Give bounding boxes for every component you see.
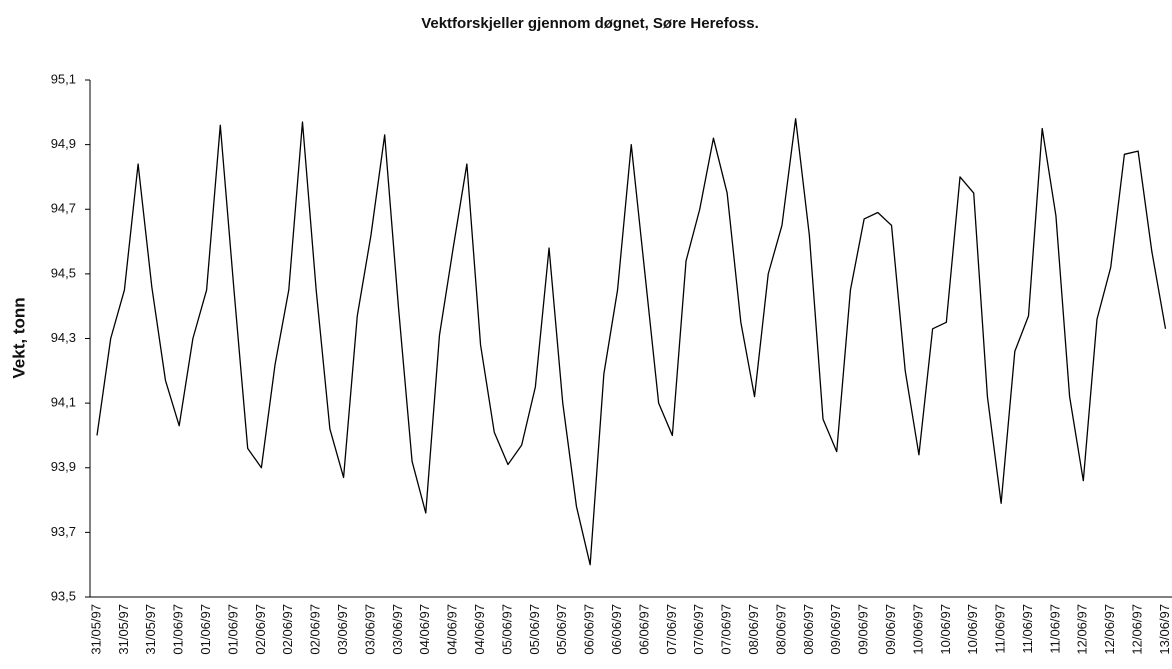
x-tick-label: 31/05/97 xyxy=(143,604,158,655)
x-tick-label: 03/06/97 xyxy=(362,604,377,655)
x-tick-label: 07/06/97 xyxy=(691,604,706,655)
x-tick-label: 09/06/97 xyxy=(856,604,871,655)
y-tick-label: 94,3 xyxy=(51,330,76,345)
x-tick-label: 02/06/97 xyxy=(308,604,323,655)
x-tick-label: 09/06/97 xyxy=(883,604,898,655)
x-tick-label: 11/06/97 xyxy=(1020,604,1035,654)
x-tick-label: 03/06/97 xyxy=(390,604,405,655)
x-tick-label: 06/06/97 xyxy=(636,604,651,655)
x-tick-label: 06/06/97 xyxy=(582,604,597,655)
x-tick-label: 31/05/97 xyxy=(88,604,103,655)
x-tick-label: 11/06/97 xyxy=(993,604,1008,654)
x-tick-label: 06/06/97 xyxy=(609,604,624,655)
data-line xyxy=(96,118,1167,566)
x-tick-label: 05/06/97 xyxy=(499,604,514,655)
x-tick-label: 09/06/97 xyxy=(828,604,843,655)
x-tick-label: 31/05/97 xyxy=(116,604,131,655)
y-tick-label: 93,7 xyxy=(51,524,76,539)
y-axis-label: Vekt, tonn xyxy=(9,297,28,378)
x-tick-label: 04/06/97 xyxy=(417,604,432,655)
x-tick-label: 02/06/97 xyxy=(280,604,295,655)
chart-title: Vektforskjeller gjennom døgnet, Søre Her… xyxy=(421,15,759,32)
x-tick-label: 12/06/97 xyxy=(1075,604,1090,655)
x-tick-label: 01/06/97 xyxy=(171,604,186,655)
x-tick-label: 07/06/97 xyxy=(664,604,679,655)
x-tick-label: 05/06/97 xyxy=(527,604,542,655)
y-tick-label: 93,9 xyxy=(51,459,76,474)
x-tick-label: 07/06/97 xyxy=(719,604,734,655)
x-tick-label: 04/06/97 xyxy=(445,604,460,655)
x-tick-label: 11/06/97 xyxy=(1047,604,1062,654)
y-tick-label: 95,1 xyxy=(51,71,76,86)
x-tick-label: 08/06/97 xyxy=(801,604,816,655)
x-tick-label: 01/06/97 xyxy=(198,604,213,655)
x-tick-label: 10/06/97 xyxy=(938,604,953,655)
x-tick-label: 12/06/97 xyxy=(1130,604,1145,655)
y-tick-label: 94,7 xyxy=(51,201,76,216)
x-tick-label: 12/06/97 xyxy=(1102,604,1117,655)
x-tick-label: 03/06/97 xyxy=(335,604,350,655)
x-tick-label: 08/06/97 xyxy=(773,604,788,655)
y-tick-label: 93,5 xyxy=(51,588,76,603)
x-tick-label: 10/06/97 xyxy=(965,604,980,655)
x-tick-label: 01/06/97 xyxy=(225,604,240,655)
x-tick-label: 08/06/97 xyxy=(746,604,761,655)
y-tick-label: 94,1 xyxy=(51,395,76,410)
x-tick-label: 13/06/97 xyxy=(1157,604,1172,655)
y-tick-label: 94,9 xyxy=(51,136,76,151)
x-tick-label: 02/06/97 xyxy=(253,604,268,655)
x-tick-label: 10/06/97 xyxy=(910,604,925,655)
x-tick-label: 05/06/97 xyxy=(554,604,569,655)
y-tick-label: 94,5 xyxy=(51,265,76,280)
x-tick-label: 04/06/97 xyxy=(472,604,487,655)
